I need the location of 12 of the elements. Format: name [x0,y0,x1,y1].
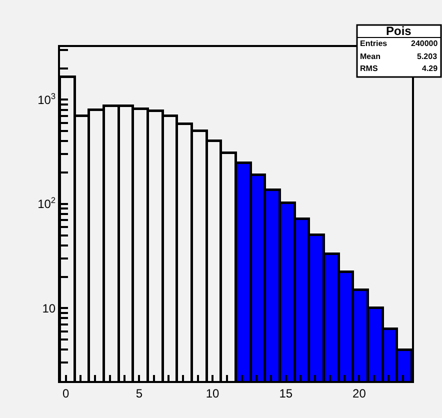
text: Pois [386,24,412,38]
y-tick-label: 10$^{2}$ [38,195,56,212]
text: Mean 5.203 [360,52,438,61]
y-tick-label: 10 [42,301,56,316]
text: Entries 240000 [360,39,438,48]
x-tick-label: 5 [136,386,143,400]
x-tick-label: 0 [62,386,70,400]
x-tick-label: 10 [206,386,220,400]
text: RMS 4.29 [360,64,438,73]
y-tick-label: 10$^{3}$ [38,90,56,107]
x-tick-label: 15 [279,386,293,400]
x-tick-label: 20 [352,386,366,400]
